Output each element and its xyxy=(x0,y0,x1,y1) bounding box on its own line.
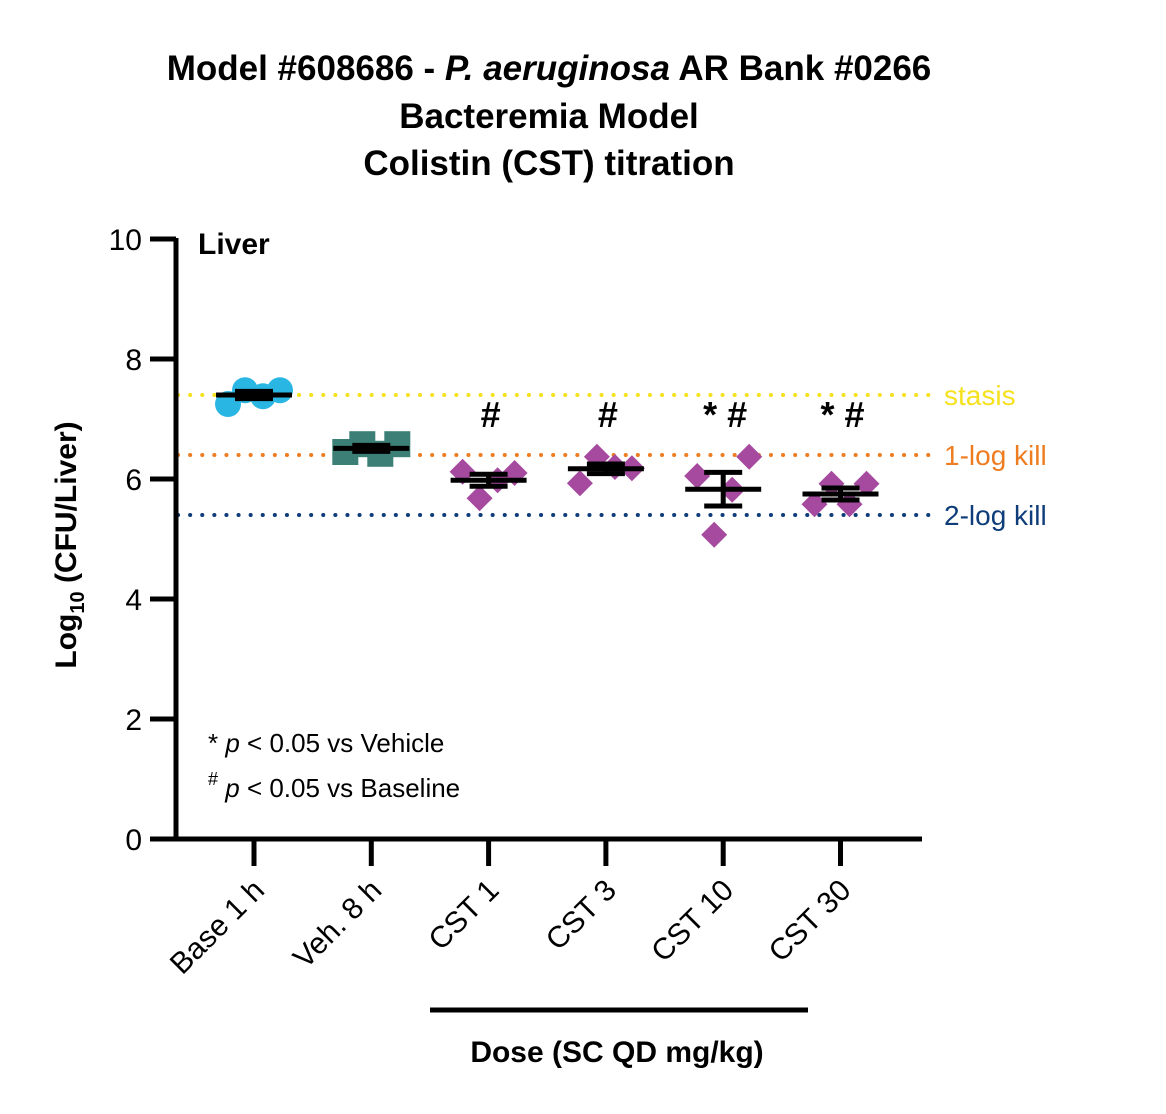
x-tick-label: Veh. 8 h xyxy=(287,874,388,975)
data-point xyxy=(466,485,493,512)
data-point xyxy=(566,470,593,497)
y-tick-label: 4 xyxy=(125,584,142,617)
significance-mark: * # xyxy=(703,394,747,435)
x-tick-label: CST 10 xyxy=(645,874,740,969)
significance-mark: * # xyxy=(820,394,864,435)
chart-title-line2: Bacteremia Model xyxy=(399,97,699,136)
y-tick-label: 2 xyxy=(125,704,142,737)
data-point xyxy=(801,491,828,518)
x-tick-label: CST 1 xyxy=(422,874,505,957)
x-tick-label: CST 30 xyxy=(763,874,858,969)
y-tick-label: 0 xyxy=(125,824,142,857)
y-tick-label: 10 xyxy=(109,224,142,257)
y-axis-title: Log10 (CFU/Liver) xyxy=(50,421,89,668)
x-axis-title: Dose (SC QD mg/kg) xyxy=(470,1036,763,1069)
x-axis-ticks: Base 1 h Veh. 8 h CST 1 CST 3 CST 10 CST 30 xyxy=(164,839,858,981)
reference-line-label: 1-log kill xyxy=(944,440,1047,471)
reference-line-label: stasis xyxy=(944,380,1016,411)
reference-lines: stasis 1-log kill 2-log kill xyxy=(176,380,1047,531)
data-point xyxy=(684,463,711,489)
significance-mark: # xyxy=(481,394,501,435)
data-point xyxy=(736,443,763,470)
y-tick-label: 6 xyxy=(125,464,142,497)
x-tick-label: CST 3 xyxy=(540,874,623,957)
chart-title-line1: Model #608686 - P. aeruginosa AR Bank #0… xyxy=(167,49,932,88)
y-tick-label: 8 xyxy=(125,344,142,377)
panel-label: Liver xyxy=(198,228,270,261)
legend-line-baseline: # p < 0.05 vs Baseline xyxy=(208,769,460,803)
y-axis-ticks: 0 2 4 6 8 10 xyxy=(109,224,176,857)
data-point xyxy=(701,521,728,548)
significance-legend: * p < 0.05 vs Vehicle # p < 0.05 vs Base… xyxy=(208,728,460,803)
data-point xyxy=(853,470,880,497)
legend-line-vehicle: * p < 0.05 vs Vehicle xyxy=(208,728,444,758)
chart-title-line3: Colistin (CST) titration xyxy=(363,144,734,183)
significance-mark: # xyxy=(598,394,618,435)
reference-line-label: 2-log kill xyxy=(944,500,1047,531)
x-tick-label: Base 1 h xyxy=(164,874,271,981)
data-layer: # # * # * # xyxy=(215,377,880,548)
